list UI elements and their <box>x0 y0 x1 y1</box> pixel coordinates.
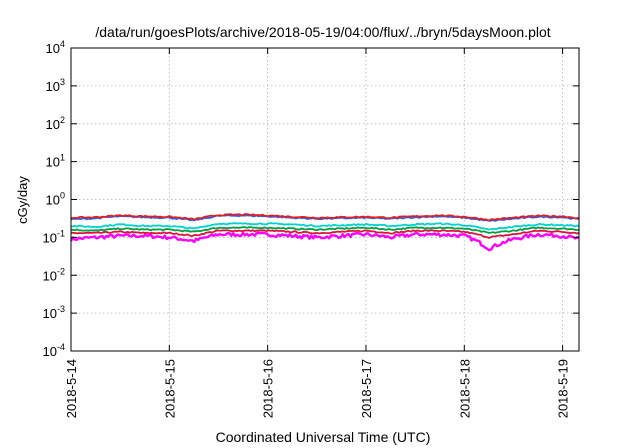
y-tick-label: 10-3 <box>43 304 65 321</box>
gridlines <box>70 48 579 351</box>
series-line <box>69 231 580 252</box>
y-axis-ticks: 10-4 10-3 10-2 10-1 100 101 102 103 104 <box>43 39 579 359</box>
y-tick-label: 10-1 <box>43 228 65 245</box>
y-tick-label: 100 <box>46 191 65 208</box>
y-tick-label: 103 <box>46 77 65 94</box>
y-tick-label: 10-4 <box>43 342 65 359</box>
y-axis-label: cGy/day <box>15 176 30 224</box>
chart-title: /data/run/goesPlots/archive/2018-05-19/0… <box>95 24 550 40</box>
x-axis-label: Coordinated Universal Time (UTC) <box>216 429 431 445</box>
x-tick-label: 2018-5-17 <box>359 359 374 418</box>
y-tick-label: 10-2 <box>43 266 65 283</box>
x-tick-label: 2018-5-15 <box>162 359 177 418</box>
y-tick-label: 102 <box>46 115 65 132</box>
series-line <box>71 226 580 234</box>
series-line <box>70 222 580 231</box>
data-series <box>69 213 580 252</box>
x-tick-label: 2018-5-14 <box>64 359 79 418</box>
y-tick-label: 104 <box>46 39 65 56</box>
y-tick-label: 101 <box>46 153 65 170</box>
x-tick-label: 2018-5-18 <box>457 359 472 418</box>
x-tick-label: 2018-5-16 <box>261 359 276 418</box>
series-line <box>70 229 580 239</box>
x-tick-label: 2018-5-19 <box>556 359 571 418</box>
series-line <box>70 213 580 222</box>
x-axis-ticks: 2018-5-14 2018-5-15 2018-5-16 2018-5-17 2018… <box>64 48 571 418</box>
